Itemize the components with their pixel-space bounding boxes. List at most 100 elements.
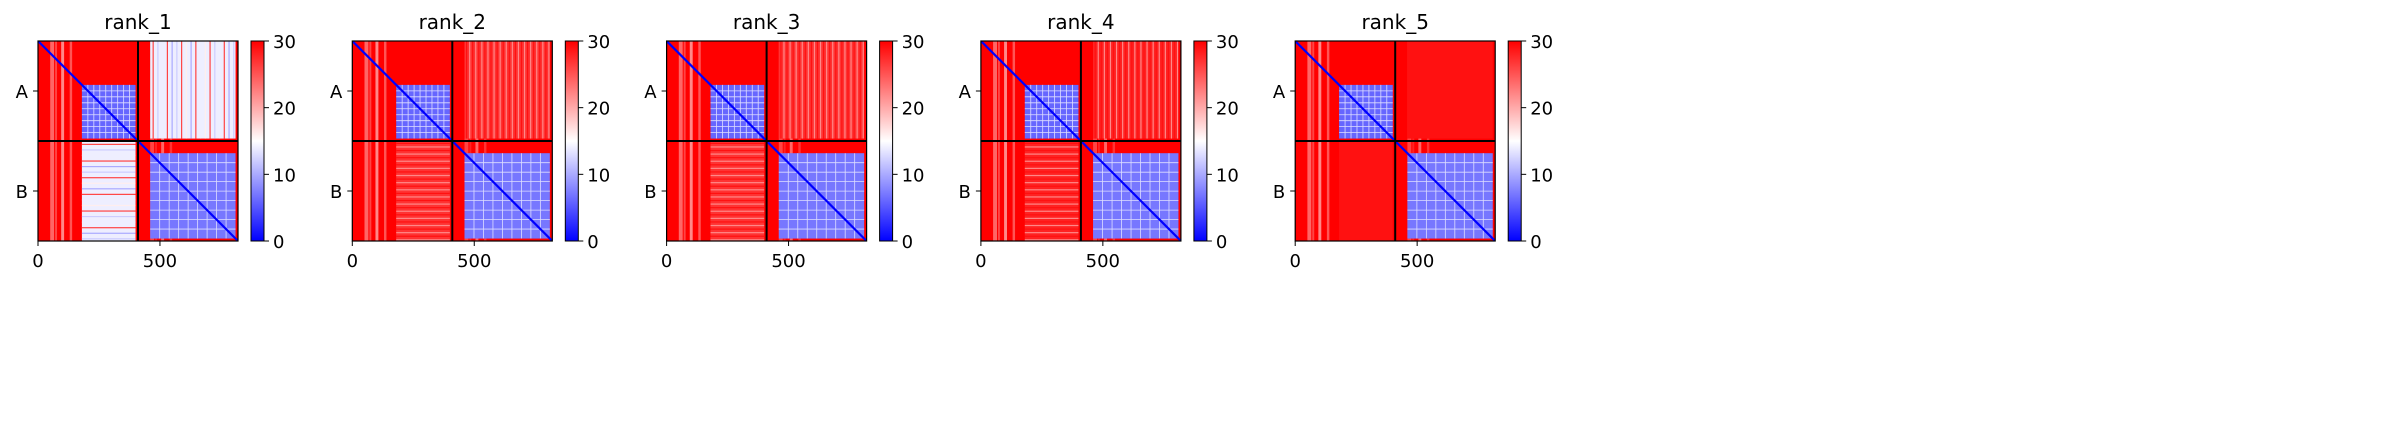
interchain-stripe (1097, 41, 1099, 139)
interchain-stripe (710, 210, 765, 212)
interchain-stripe (710, 207, 765, 209)
panel-title: rank_2 (419, 10, 486, 34)
interchain-stripe (826, 41, 828, 139)
colorbar-tick-label: 0 (1530, 232, 1541, 253)
interchain-stripe (1140, 41, 1142, 139)
interchain-stripe (190, 41, 192, 139)
interchain-stripe (1024, 228, 1079, 230)
interchain-stripe (816, 41, 819, 139)
interchain-stripe (1024, 160, 1079, 162)
interchain-stripe (1024, 164, 1079, 166)
panel-rank_1: rank_1 A B 0 500 0 10 20 30 (16, 10, 296, 272)
interchain-stripe (499, 41, 501, 139)
interchain-stripe (396, 174, 450, 177)
interchain-stripe (710, 149, 765, 152)
interchain-stripe (520, 41, 523, 139)
interchain-stripe (710, 239, 765, 241)
interchain-stripe (1024, 239, 1079, 241)
y-tick-label: B (644, 182, 656, 203)
interchain-stripe (396, 146, 450, 148)
y-tick-label: B (1273, 182, 1285, 203)
x-tick-label: 0 (661, 251, 672, 272)
colorbar-tick-label: 10 (902, 165, 925, 186)
interchain-stripe (81, 232, 136, 234)
interchain-stripe (396, 182, 450, 184)
interchain-stripe (81, 143, 136, 145)
interchain-stripe (823, 41, 825, 139)
colorbar-tick-label: 20 (587, 99, 610, 120)
interchain-stripe (481, 41, 483, 139)
colorbar-tick-label: 10 (1216, 165, 1239, 186)
interchain-stripe (804, 41, 806, 139)
interchain-stripe (1125, 41, 1127, 139)
interchain-stripe (396, 232, 450, 234)
interchain-stripe (81, 149, 136, 151)
interchain-stripe (199, 41, 202, 139)
interchain-stripe (81, 188, 136, 190)
interchain-stripe (1024, 178, 1079, 180)
interchain-stripe (1167, 41, 1169, 139)
interchain-stripe (396, 196, 450, 198)
colorbar-tick-label: 30 (1530, 32, 1553, 53)
x-tick-label: 0 (1289, 251, 1300, 272)
interchain-stripe (844, 41, 846, 139)
interchain-stripe (1128, 41, 1130, 139)
interchain-stripe (1106, 41, 1109, 139)
y-tick-label: A (330, 82, 343, 103)
interchain-stripe (469, 41, 471, 139)
colorbar-tick-label: 30 (1216, 32, 1239, 53)
interchain-stripe (1024, 196, 1079, 198)
colorbar (564, 40, 579, 242)
colorbar-tick-label: 30 (587, 32, 610, 53)
interchain-stripe (539, 41, 541, 139)
axes-frame (351, 40, 553, 242)
interchain-stripe (710, 160, 765, 162)
interchain-stripe (204, 41, 206, 139)
interchain-stripe (1024, 167, 1079, 169)
interchain-stripe (81, 182, 136, 184)
interchain-stripe (228, 41, 230, 139)
interchain-stripe (710, 174, 765, 177)
interchain-stripe (396, 157, 450, 159)
interchain-stripe (1131, 41, 1133, 139)
interchain-stripe (1024, 182, 1079, 184)
x-tick-label: 500 (1086, 251, 1120, 272)
interchain-stripe (493, 41, 495, 139)
interchain-stripe (829, 41, 831, 139)
interchain-stripe (1024, 214, 1079, 216)
colorbar-tick-label: 10 (273, 165, 296, 186)
interchain-stripe (81, 238, 136, 240)
interchain-stripe (780, 41, 782, 139)
panel-title: rank_3 (733, 10, 800, 34)
colorbar-tick-label: 30 (273, 32, 296, 53)
interchain-stripe (1137, 41, 1139, 139)
interchain-stripe (542, 41, 544, 139)
interchain-stripe (835, 41, 837, 139)
interchain-stripe (1024, 235, 1079, 237)
interchain-stripe (710, 142, 765, 144)
interchain-stripe (152, 41, 154, 139)
interchain-stripe (1024, 189, 1079, 191)
interchain-stripe (487, 41, 489, 139)
interchain-stripe (810, 41, 813, 139)
interchain-stripe (819, 41, 822, 139)
interchain-stripe (1100, 41, 1102, 139)
interchain-stripe (81, 227, 136, 229)
interchain-stripe (847, 41, 849, 139)
interchain-stripe (548, 41, 550, 139)
interchain-stripe (1152, 41, 1154, 139)
x-tick-label: 0 (975, 251, 986, 272)
interchain-stripe (1122, 41, 1124, 139)
interchain-stripe (807, 41, 809, 139)
colorbar-tick-label: 30 (902, 32, 925, 53)
interchain-stripe (1173, 41, 1176, 139)
interchain-stripe (81, 166, 136, 168)
interchain-stripe (396, 239, 450, 241)
interchain-stripe (396, 214, 450, 216)
interchain-stripe (710, 192, 765, 194)
interchain-stripe (396, 171, 450, 173)
colorbar (250, 40, 265, 242)
interchain-stripe (508, 41, 510, 139)
interchain-stripe (233, 41, 235, 139)
